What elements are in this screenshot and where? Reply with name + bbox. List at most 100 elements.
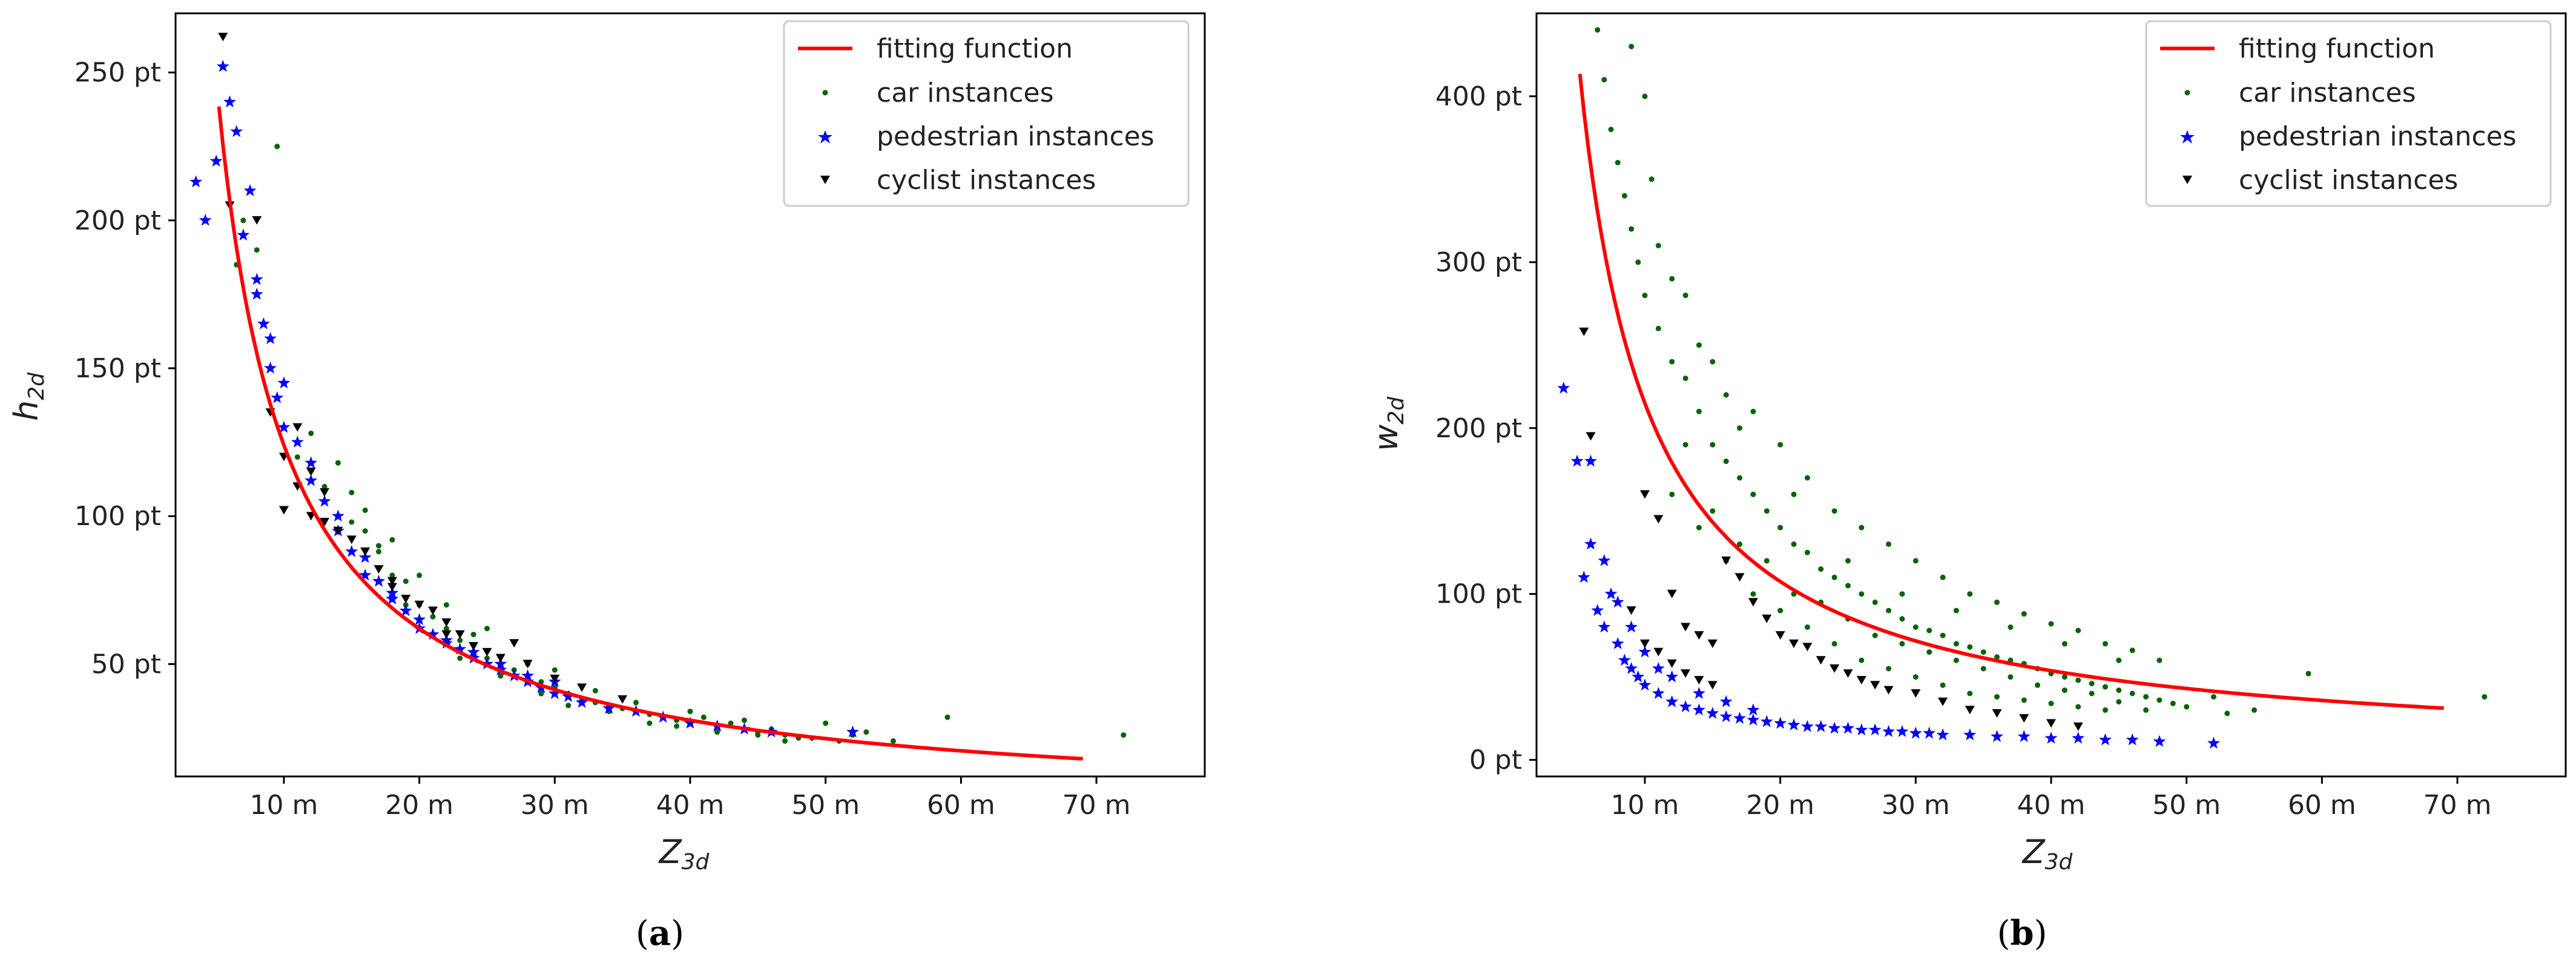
panel-b-car-point (1980, 666, 1986, 672)
panel-b-cyclist-point (1694, 631, 1704, 640)
panel-a-cyclist-point (441, 618, 452, 627)
panel-a-y-tick-label: 150 pt (74, 353, 161, 384)
panel-b-car-point (1791, 491, 1797, 497)
panel-a-pedestrian-point (345, 544, 358, 557)
panel-b-pedestrian-point (1774, 716, 1787, 729)
panel-a-cyclist-point (577, 683, 587, 692)
panel-a-cyclist-point (428, 606, 438, 615)
panel-b-car-point (1804, 624, 1810, 630)
panel-a-car-point (782, 738, 788, 744)
panel-a-legend-cyclist-swatch (820, 176, 830, 184)
panel-b-car-point (1845, 583, 1851, 589)
panel-a-pedestrian-point (575, 695, 588, 708)
panel-b-car-point (1940, 574, 1946, 580)
panel-b-car-point (1791, 541, 1797, 547)
panel-a-cyclist-point (441, 630, 452, 639)
panel-a-car-point (863, 729, 869, 735)
panel-b-car-point (2021, 611, 2027, 617)
panel-b-pedestrian-point (1909, 726, 1922, 739)
panel-b-pedestrian-point (1828, 721, 1841, 734)
panel-b-car-point (2143, 694, 2149, 700)
panel-b-y-tick-label: 200 pt (1435, 413, 1522, 444)
panel-b-car-point (1953, 607, 1959, 614)
panel-b-car-point (2116, 657, 2122, 663)
panel-b-car-point (1595, 27, 1601, 33)
panel-a-car-point (484, 626, 490, 632)
panel-b-pedestrian-point (1923, 726, 1936, 739)
panel-b-car-point (1994, 694, 2000, 700)
panel-b-legend-cyclist-label: cyclist instances (2239, 165, 2458, 196)
panel-a-car-point (592, 687, 598, 693)
panel-a-car-point (687, 709, 693, 715)
panel-a-x-tick-label: 30 m (521, 790, 589, 821)
panel-b-pedestrian-point (1963, 728, 1977, 741)
panel-b-cyclist-point (1830, 664, 1840, 673)
panel-a-car-point (349, 519, 355, 525)
panel-b-pedestrian-point (1693, 703, 1705, 716)
panel-b-cyclist-point (1639, 639, 1650, 648)
panel-b-y-ticks: 0 pt 100 pt 200 pt 300 pt 400 pt (1435, 81, 1537, 776)
panel-b-car-point (1886, 607, 1892, 614)
panel-a-cyclist-point (495, 654, 506, 663)
panel-b-car-point (2075, 677, 2081, 683)
panel-a-car-point (321, 483, 328, 489)
panel-b-cyclist-point (1626, 606, 1636, 615)
panel-a-car-point (294, 454, 300, 460)
panel-a-pedestrian-point (521, 669, 534, 681)
panel-b-car-point (1912, 624, 1919, 630)
panel-a-pedestrian-point (257, 317, 270, 329)
panel-a-car-point (443, 602, 449, 608)
panel-b-car-point (1967, 690, 1973, 697)
panel-b-pedestrian-point (1679, 700, 1692, 712)
panel-a-car-point (728, 720, 734, 726)
panel-a-pedestrian-point (264, 332, 277, 345)
panel-a-pedestrian-point (305, 474, 318, 486)
panel-a-car-point (362, 508, 368, 513)
panel-a-car-point (335, 460, 341, 466)
panel-b-fitting-function-line (1578, 73, 2444, 710)
panel-b-cyclist-point (2073, 722, 2083, 731)
panel-b-pedestrian-point (1936, 728, 1949, 741)
panel-b-car-point (1669, 276, 1675, 282)
panel-b-pedestrian-point (1760, 715, 1773, 727)
panel-b-x-tick-label: 70 m (2423, 790, 2492, 821)
panel-a-cyclist-point (455, 630, 465, 639)
panel-b-x-tick-label: 30 m (1882, 790, 1950, 821)
panel-a-pedestrian-point (250, 273, 263, 285)
panel-b-car-point (1621, 193, 1627, 199)
panel-b-x-tick-label: 40 m (2017, 790, 2086, 821)
panel-b-pedestrian-point (1584, 537, 1597, 550)
panel-b-car-point (1940, 632, 1946, 638)
panel-b-cyclist-point (1992, 709, 2002, 718)
panel-b-car-point (2008, 624, 2014, 630)
panel-b-car-point (2061, 687, 2067, 693)
panel-b-x-ticks: 10 m 20 m 30 m 40 m 50 m 60 m 70 m (1611, 776, 2492, 821)
panel-b-car-point (1967, 644, 1973, 650)
panel-a-pedestrian-point (318, 494, 331, 507)
panel-b-car-point (2089, 690, 2095, 697)
panel-b-car-point (1777, 607, 1784, 614)
panel-b-car-point (2129, 690, 2135, 697)
panel-a-x-tick-label: 70 m (1062, 790, 1131, 821)
panel-b-car-point (1737, 541, 1742, 547)
panel-b-pedestrian-point (1604, 587, 1618, 600)
panel-b-car-point (1926, 649, 1932, 655)
panel-b-cyclist-point (1789, 639, 1799, 648)
panel-b-pedestrian-point (1611, 595, 1624, 608)
panel-a-pedestrian-point (358, 551, 372, 563)
panel-b-legend-cyclist-swatch (2182, 176, 2192, 184)
panel-b-pedestrian-point (2099, 733, 2112, 746)
panel-b-pedestrian-point (1868, 723, 1882, 736)
panel-a-car-point (376, 543, 381, 549)
panel-a-car-point (700, 714, 707, 720)
panel-a-car-point (308, 431, 314, 436)
panel-b-car-point (1872, 632, 1878, 638)
panel-a-car-point (389, 537, 395, 543)
panel-b-cyclist-point (1653, 647, 1664, 657)
panel-a-legend-fit-label: fitting function (877, 33, 1073, 64)
panel-b-car-point (2156, 657, 2163, 663)
caption-a: (a) (636, 913, 684, 953)
panel-b-cyclist-point (1707, 681, 1718, 690)
panel-a-car-point (498, 673, 504, 679)
panel-b-pedestrian-point (1625, 620, 1638, 633)
